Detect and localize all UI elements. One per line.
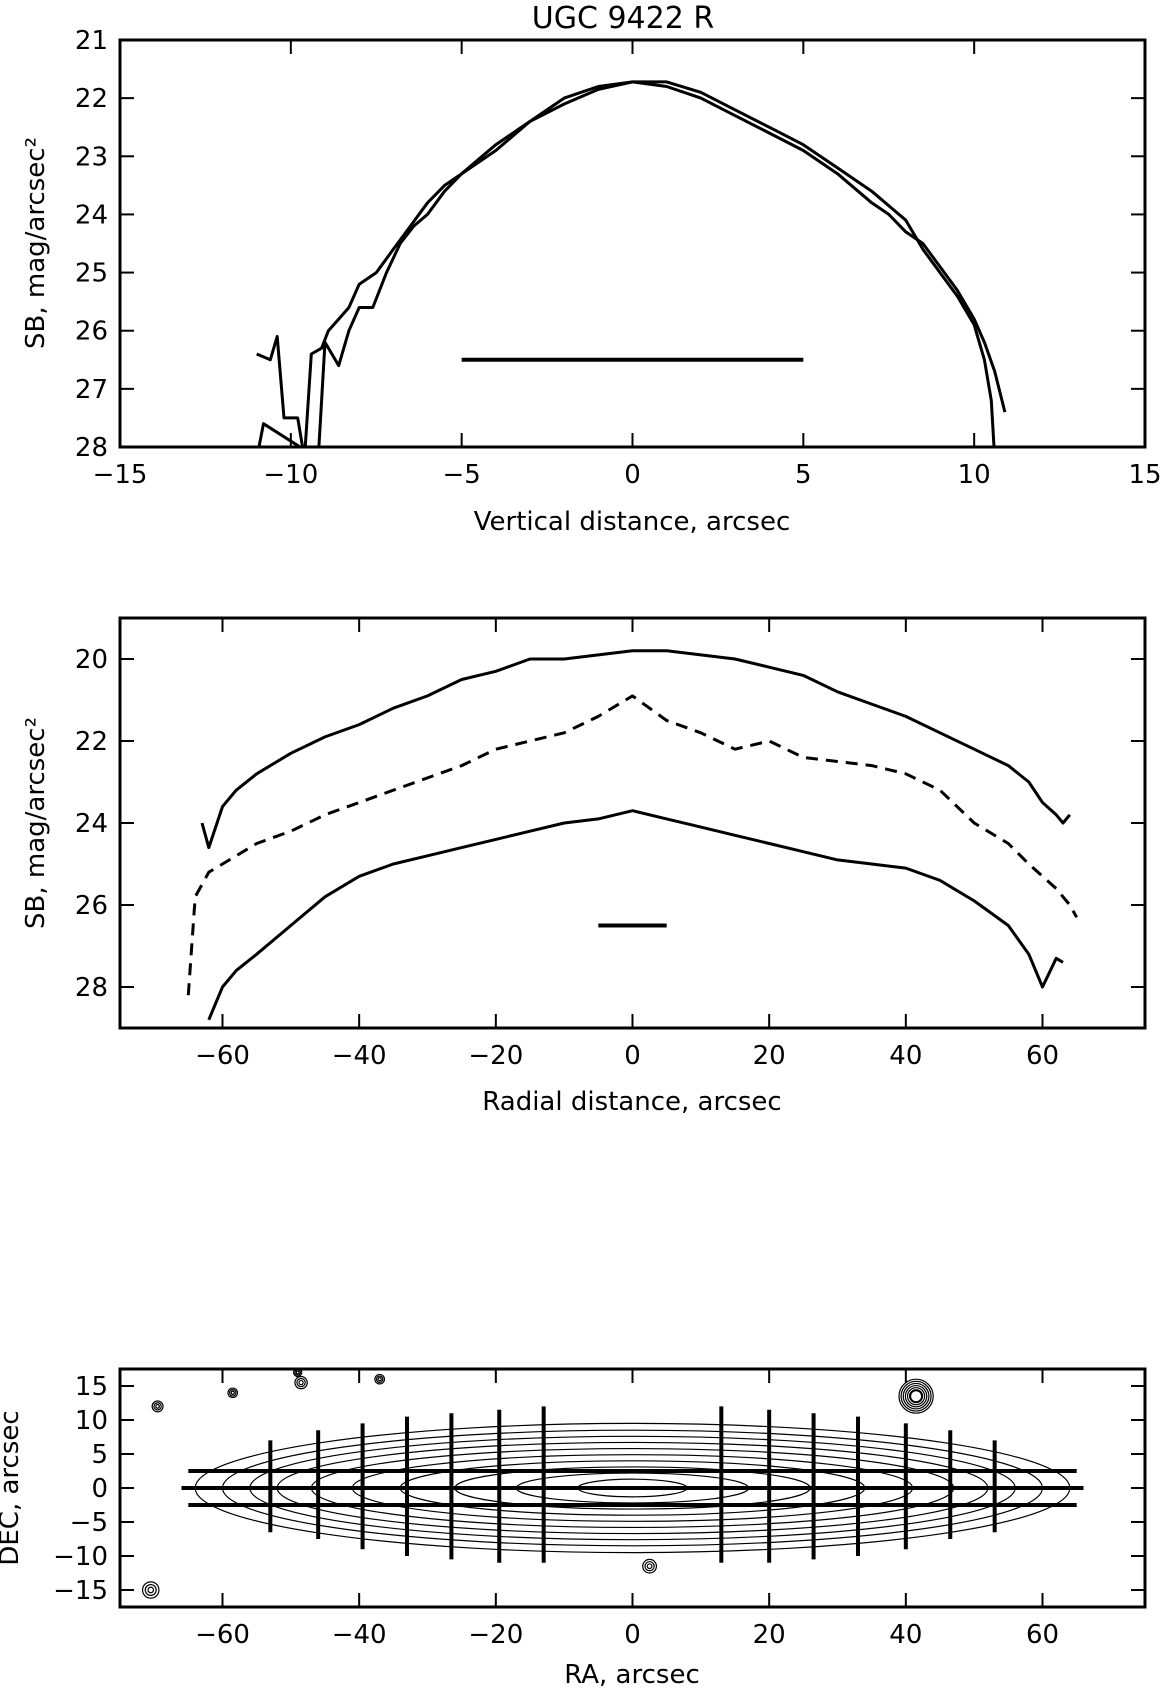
y-tick-label: 5 <box>91 1440 108 1470</box>
chart-contour-map: −60 −40 −20 0 20 40 60 −15 −10 −5 0 5 10 15 RA, arcse… <box>0 1367 1147 1689</box>
x-tick-label: 0 <box>624 1041 641 1071</box>
x-tick-label: −60 <box>195 1041 250 1071</box>
y-tick-label: 15 <box>75 1372 108 1402</box>
star-contour <box>144 1583 157 1597</box>
star-contour <box>644 1561 655 1572</box>
x-tick-label: −20 <box>468 1620 523 1650</box>
series-line-3 <box>207 809 1064 1021</box>
y-tick-label: 24 <box>75 200 108 230</box>
y-axis-label: SB, mag/arcsec² <box>21 137 51 349</box>
star-contour <box>904 1384 928 1408</box>
star-contour <box>375 1375 384 1383</box>
plot-marks <box>141 1369 1084 1599</box>
x-tick-label: 20 <box>753 1620 786 1650</box>
star-contour <box>155 1403 161 1409</box>
x-tick-label: 40 <box>889 1041 922 1071</box>
y-tick-label: 28 <box>75 433 108 463</box>
x-axis-label: RA, arcsec <box>564 1660 700 1689</box>
axis-ticks: −15 −10 −5 0 5 10 15 21 22 23 24 25 26 27 28 <box>75 26 1162 490</box>
y-tick-label: 20 <box>75 645 108 675</box>
y-tick-label: 0 <box>91 1474 108 1504</box>
x-tick-label: 60 <box>1026 1041 1059 1071</box>
y-tick-label: 28 <box>75 973 108 1003</box>
x-tick-label: −40 <box>332 1041 387 1071</box>
plot-frame <box>118 616 1147 1030</box>
y-tick-label: 25 <box>75 259 108 289</box>
star-contour <box>294 1369 301 1376</box>
series-line-2 <box>257 80 996 447</box>
x-tick-label: 60 <box>1026 1620 1059 1650</box>
star-contour <box>292 1369 303 1378</box>
y-tick-label: 24 <box>75 809 108 839</box>
y-tick-label: −10 <box>53 1542 108 1572</box>
plot-marks <box>186 649 1079 1021</box>
plot-frame <box>118 38 1147 449</box>
y-axis-label: SB, mag/arcsec² <box>21 717 51 929</box>
y-axis-label: DEC, arcsec <box>0 1410 25 1565</box>
x-axis-label: Vertical distance, arcsec <box>474 507 790 537</box>
chart-vertical-profile: −15 −10 −5 0 5 10 15 21 22 23 24 25 26 27 28 Vertical … <box>21 26 1162 537</box>
series-line-1 <box>256 80 1007 447</box>
x-tick-label: 15 <box>1128 460 1161 490</box>
star-contour <box>296 1377 306 1388</box>
axis-ticks: −60 −40 −20 0 20 40 60 −15 −10 −5 0 5 10 15 <box>53 1369 1145 1650</box>
y-tick-label: 27 <box>75 375 108 405</box>
x-tick-label: −15 <box>93 460 148 490</box>
series-line-1 <box>200 649 1071 850</box>
star-contour <box>230 1390 235 1395</box>
x-tick-label: 20 <box>753 1041 786 1071</box>
plot-marks <box>256 80 1007 447</box>
star-contour <box>228 1389 237 1397</box>
chart-radial-profile: −60 −40 −20 0 20 40 60 20 22 24 26 28 Radial distan… <box>21 616 1147 1117</box>
star-contour <box>151 1400 164 1413</box>
y-tick-label: 22 <box>75 84 108 114</box>
star-contour <box>153 1402 162 1411</box>
x-tick-label: 40 <box>889 1620 922 1650</box>
star-contour <box>294 1375 308 1390</box>
y-tick-label: −5 <box>70 1508 108 1538</box>
x-tick-label: 0 <box>624 460 641 490</box>
x-tick-label: −40 <box>332 1620 387 1650</box>
x-tick-label: −10 <box>263 460 318 490</box>
y-tick-label: 23 <box>75 142 108 172</box>
x-tick-label: −20 <box>468 1041 523 1071</box>
star-core <box>909 1389 924 1404</box>
star-contour <box>377 1377 382 1382</box>
star-contour <box>374 1373 386 1385</box>
star-contour <box>295 1370 300 1375</box>
star-contour <box>906 1387 926 1406</box>
star-contour <box>898 1378 934 1414</box>
y-tick-label: −15 <box>53 1576 108 1606</box>
star-contour <box>900 1380 932 1412</box>
y-tick-label: 21 <box>75 26 108 56</box>
series-line-2 <box>186 694 1079 996</box>
star-contour <box>147 1586 155 1594</box>
figure-title: UGC 9422 R <box>532 1 714 36</box>
x-tick-label: −5 <box>443 460 481 490</box>
star-contour <box>141 1581 160 1599</box>
star-contour <box>298 1379 304 1386</box>
x-tick-label: −60 <box>195 1620 250 1650</box>
star-contour <box>642 1558 658 1574</box>
y-tick-label: 26 <box>75 317 108 347</box>
x-axis-label: Radial distance, arcsec <box>482 1087 781 1117</box>
star-contour <box>227 1387 239 1399</box>
x-tick-label: 5 <box>795 460 812 490</box>
y-tick-label: 10 <box>75 1406 108 1436</box>
axis-ticks: −60 −40 −20 0 20 40 60 20 22 24 26 28 <box>75 618 1145 1071</box>
star-contour <box>902 1382 930 1410</box>
star-contour <box>646 1563 653 1570</box>
x-tick-label: 0 <box>624 1620 641 1650</box>
y-tick-label: 22 <box>75 727 108 757</box>
x-tick-label: 10 <box>958 460 991 490</box>
y-tick-label: 26 <box>75 891 108 921</box>
